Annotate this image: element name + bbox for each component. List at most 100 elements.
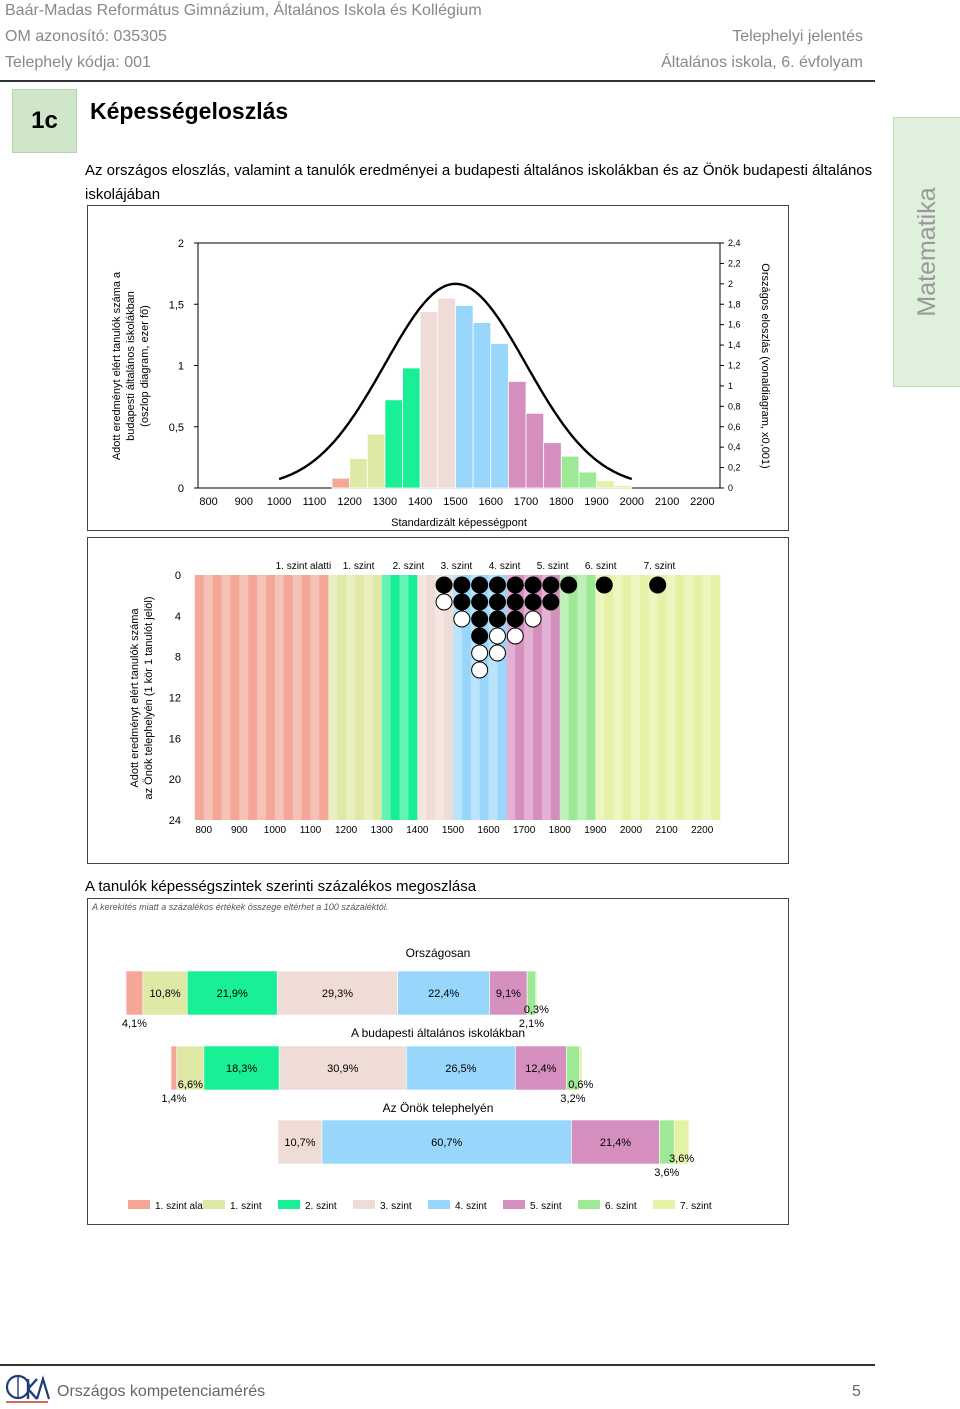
level-band [702, 575, 712, 820]
section-number: 1c [12, 89, 77, 153]
percent-label: 30,9% [327, 1063, 358, 1075]
student-dot-filled [595, 576, 613, 594]
level-band [586, 575, 596, 820]
percent-label: 3,6% [654, 1167, 679, 1179]
histogram-bar [366, 433, 386, 489]
legend-label: 7. szint [680, 1201, 712, 1212]
y-tick-label: 12 [169, 693, 181, 705]
y-tick-label: 1 [178, 361, 184, 373]
national-distribution-curve [278, 282, 633, 481]
level-label: 2. szint [393, 561, 425, 572]
y2-tick-label: 0,2 [728, 463, 741, 473]
x-tick-label: 1400 [408, 496, 432, 508]
student-dot-open [506, 627, 524, 645]
percent-label: 12,4% [525, 1063, 556, 1075]
percent-label: 3,2% [560, 1093, 585, 1105]
section-title: Képességeloszlás [90, 98, 289, 124]
level-band [497, 575, 507, 820]
level-label: 5. szint [537, 561, 569, 572]
legend-label: 1. szint [230, 1201, 262, 1212]
percent-label: 60,7% [431, 1137, 462, 1149]
student-dot-open [488, 644, 506, 662]
percent-segment [186, 970, 278, 1016]
y2-tick-label: 1,2 [728, 361, 741, 371]
om-id: OM azonosító: 035305 [5, 28, 167, 45]
level-band [337, 575, 347, 820]
x-tick-label: 1000 [267, 496, 291, 508]
student-dot-filled [435, 576, 453, 594]
percent-segment [176, 1045, 205, 1091]
percent-label: 0,6% [568, 1079, 593, 1091]
student-dot-filled [488, 593, 506, 611]
level-label: 1. szint alatti [276, 561, 332, 572]
x-tick-label: 1700 [514, 496, 538, 508]
level-band [559, 575, 569, 820]
student-dot-filled [471, 610, 489, 628]
school-name: Baár-Madas Református Gimnázium, Általán… [5, 2, 482, 19]
level-band [399, 575, 409, 820]
percent-segment [203, 1045, 280, 1091]
x-tick-label: 2100 [655, 496, 679, 508]
page-number: 5 [852, 1383, 861, 1400]
legend-swatch [128, 1200, 150, 1209]
level-band [212, 575, 222, 820]
dotplot-chart: 0 4 8 12 16 20 24 800 900 1000 1100 1200 1300 1400 150… [129, 561, 721, 836]
legend-label: 5. szint [530, 1201, 562, 1212]
level-band [666, 575, 676, 820]
okm-logo-icon [5, 1374, 50, 1403]
level-band [684, 575, 694, 820]
x-tick-label: 800 [199, 496, 217, 508]
y2-tick-label: 0,4 [728, 442, 741, 452]
x-tick-label: 2200 [691, 825, 714, 836]
level-band [257, 575, 267, 820]
y-tick-label: 8 [175, 652, 181, 664]
percent-segment [278, 1045, 407, 1091]
level-band [381, 575, 391, 820]
y-tick-label: 16 [169, 733, 181, 745]
x-tick-label: 1000 [264, 825, 287, 836]
level-band [310, 575, 320, 820]
level-band [506, 575, 516, 820]
student-dot-filled [453, 576, 471, 594]
histogram-bar [331, 477, 351, 489]
histogram-bar [402, 367, 421, 489]
percent-label: 2,1% [519, 1018, 544, 1030]
histogram-bar [507, 381, 527, 489]
histogram-bar [596, 480, 615, 489]
site-code: Telephely kódja: 001 [5, 54, 151, 71]
percent-label: 9,1% [496, 988, 521, 1000]
x-tick-label: 1500 [443, 496, 467, 508]
level-band [622, 575, 632, 820]
percent-segment [397, 970, 491, 1016]
student-dot-filled [542, 576, 560, 594]
x-tick-label: 1200 [335, 825, 358, 836]
legend-swatch [278, 1200, 300, 1209]
series-title: Országosan [406, 946, 471, 960]
level-band [515, 575, 525, 820]
level-band [221, 575, 231, 820]
level-band [657, 575, 667, 820]
level-label: 6. szint [585, 561, 617, 572]
student-dot-filled [471, 576, 489, 594]
student-dot-filled [453, 593, 471, 611]
level-band [550, 575, 561, 820]
histogram-bar [455, 305, 474, 489]
level-band [408, 575, 418, 820]
level-band [372, 575, 383, 820]
level-band [319, 575, 329, 820]
legend-label: 4. szint [455, 1201, 487, 1212]
level-band [613, 575, 623, 820]
page-header: Baár-Madas Református Gimnázium, Általán… [0, 0, 875, 82]
level-band [604, 575, 614, 820]
level-band [248, 575, 258, 820]
percent-segment [170, 1045, 178, 1091]
student-dot-filled [471, 627, 489, 645]
y-tick-label: 0 [178, 483, 184, 495]
legend-swatch [578, 1200, 600, 1209]
level-band [541, 575, 552, 820]
series-title: A budapesti általános iskolákban [351, 1026, 525, 1040]
histogram-chart: 0 0,5 1 1,5 2 0 0,2 0,4 0,6 0,8 1 1,2 1,4 1,6 1,8 2 2,2 2… [111, 238, 771, 529]
legend-swatch [203, 1200, 225, 1209]
level-band [328, 575, 338, 820]
percent-label: 10,8% [149, 988, 180, 1000]
